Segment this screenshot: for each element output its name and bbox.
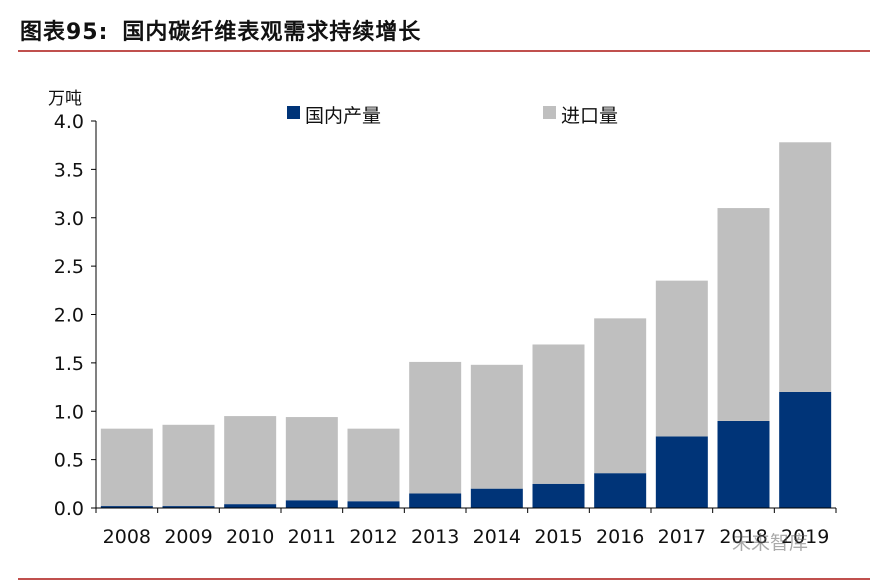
- legend-label-imports: 进口量: [561, 105, 618, 127]
- bar-domestic-production-2009: [162, 506, 215, 508]
- bar-domestic-production-2018: [717, 420, 770, 508]
- bar-imports-2018: [717, 208, 770, 421]
- y-tick-label: 2.5: [54, 256, 84, 278]
- y-tick-label: 0.0: [54, 498, 84, 520]
- x-tick-label-2017: 2017: [658, 526, 706, 548]
- bar-imports-2019: [779, 142, 832, 392]
- bar-imports-2015: [532, 344, 585, 484]
- legend-label-domestic-production: 国内产量: [305, 105, 381, 127]
- x-tick-label-2011: 2011: [288, 526, 336, 548]
- bar-domestic-production-2015: [532, 483, 585, 508]
- legend-swatch-imports: [543, 106, 556, 119]
- legend-swatch-domestic-production: [287, 106, 300, 119]
- x-tick-label-2009: 2009: [164, 526, 212, 548]
- bars-group: [100, 142, 832, 508]
- y-tick-label: 2.0: [54, 305, 84, 327]
- y-tick-label: 1.0: [54, 401, 84, 423]
- x-tick-label-2010: 2010: [226, 526, 274, 548]
- y-tick-label: 3.0: [54, 208, 84, 230]
- bar-domestic-production-2017: [655, 436, 708, 508]
- bar-domestic-production-2016: [594, 473, 647, 508]
- y-tick-label: 0.5: [54, 450, 84, 472]
- bar-imports-2010: [224, 416, 277, 505]
- footer-rule: [18, 578, 870, 580]
- bar-domestic-production-2014: [470, 488, 523, 508]
- x-axis: 2008 2009 2010 2011 2012 2013 2014 2015 2016 2017…: [95, 508, 837, 548]
- bar-domestic-production-2010: [224, 504, 277, 508]
- bar-imports-2008: [100, 428, 153, 507]
- x-tick-label-2008: 2008: [103, 526, 151, 548]
- x-tick-label-2016: 2016: [596, 526, 644, 548]
- y-axis: 0.0 0.5 1.0 1.5 2.0 2.5 3.0 3.5 4.0: [54, 111, 96, 520]
- x-tick-label-2015: 2015: [534, 526, 582, 548]
- y-tick-label: 1.5: [54, 353, 84, 375]
- y-tick-label: 3.5: [54, 159, 84, 181]
- legend: 国内产量 进口量: [287, 105, 618, 127]
- bar-domestic-production-2012: [347, 501, 400, 508]
- figure-label: 图表95:: [20, 20, 109, 45]
- x-tick-label-2012: 2012: [349, 526, 397, 548]
- x-tick-label-2014: 2014: [473, 526, 521, 548]
- bar-domestic-production-2013: [409, 493, 462, 508]
- bar-imports-2016: [594, 318, 647, 474]
- watermark-text: 未来智库: [732, 532, 809, 554]
- bar-domestic-production-2008: [100, 506, 153, 508]
- x-tick-label-2018: 2018: [719, 526, 767, 548]
- bar-imports-2017: [655, 280, 708, 437]
- bar-imports-2013: [409, 361, 462, 494]
- bar-imports-2014: [470, 364, 523, 489]
- x-tick-label-2013: 2013: [411, 526, 459, 548]
- y-tick-label: 4.0: [54, 111, 84, 133]
- y-axis-unit-label: 万吨: [48, 89, 82, 109]
- chart-title: 国内碳纤维表观需求持续增长: [122, 20, 422, 45]
- bar-imports-2012: [347, 428, 400, 502]
- chart-title-block: 图表95: 国内碳纤维表观需求持续增长: [20, 14, 421, 46]
- bar-imports-2009: [162, 424, 215, 507]
- bar-domestic-production-2019: [779, 391, 832, 508]
- title-underline: [18, 50, 870, 52]
- bar-domestic-production-2011: [285, 500, 338, 508]
- bar-imports-2011: [285, 417, 338, 501]
- x-tick-label-2019: 2019: [781, 526, 829, 548]
